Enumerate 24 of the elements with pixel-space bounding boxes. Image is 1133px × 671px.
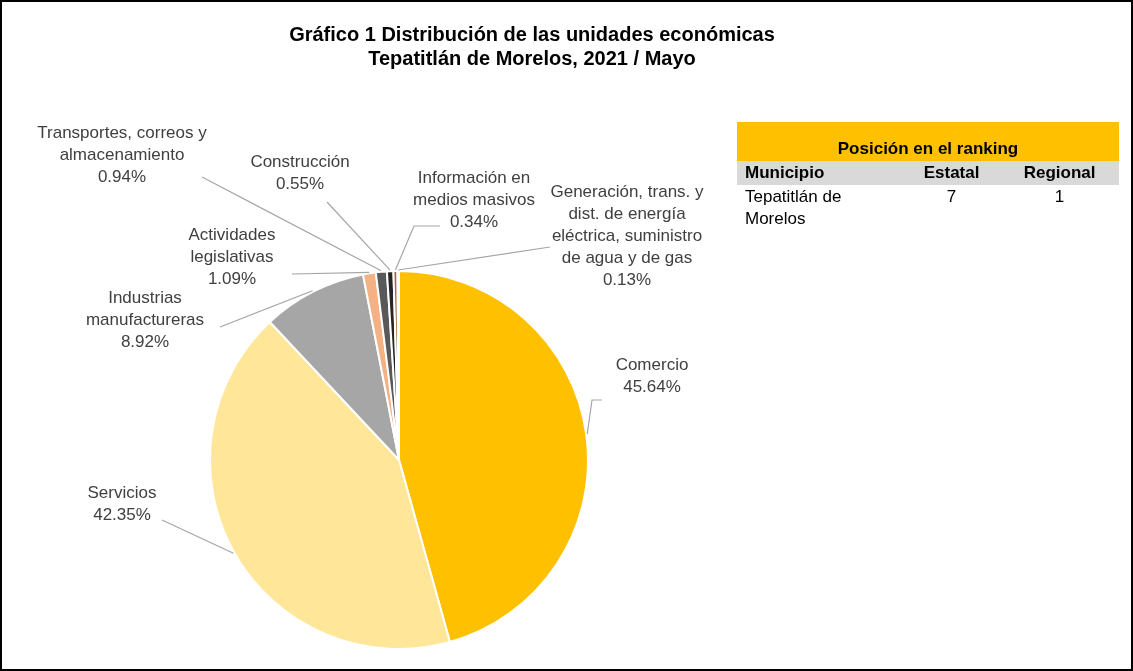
text: Municipio <box>737 161 903 185</box>
slice-label: Servicios <box>87 483 157 503</box>
slice-label: Industrias manufactureras <box>85 288 205 330</box>
slice-label: Generación, trans. y dist. de energía eléctrica, suministro de agua y de gas <box>550 182 705 268</box>
data-label: 8.92% <box>120 332 170 352</box>
slice-label: Transportes, correos y almacenamiento <box>37 123 208 165</box>
text: 1 <box>1053 186 1066 208</box>
text: Posición en el ranking <box>737 122 1119 161</box>
data-label: 45.64% <box>623 377 681 397</box>
slice-label: Actividades legislativas <box>188 225 276 267</box>
slice-label: Información en medios masivos <box>413 168 535 210</box>
slice-label: Construcción <box>250 152 350 172</box>
data-label: 0.34% <box>449 212 499 232</box>
chart-title: Gráfico 1 Distribución de las unidades económicas Tepatitlán de Morelos, 2021 / Mayo <box>288 22 776 70</box>
data-label: 1.09% <box>207 269 257 289</box>
text: 7 <box>945 186 958 208</box>
text: Tepatitlán de Morelos <box>744 186 843 230</box>
text: Estatal <box>903 161 1001 185</box>
data-label: 0.94% <box>97 167 147 187</box>
slice-label: Comercio <box>615 355 689 375</box>
text: Regional <box>1000 161 1119 185</box>
data-label: 0.55% <box>275 174 325 194</box>
data-label: 42.35% <box>93 505 151 525</box>
data-label: 0.13% <box>602 270 652 290</box>
